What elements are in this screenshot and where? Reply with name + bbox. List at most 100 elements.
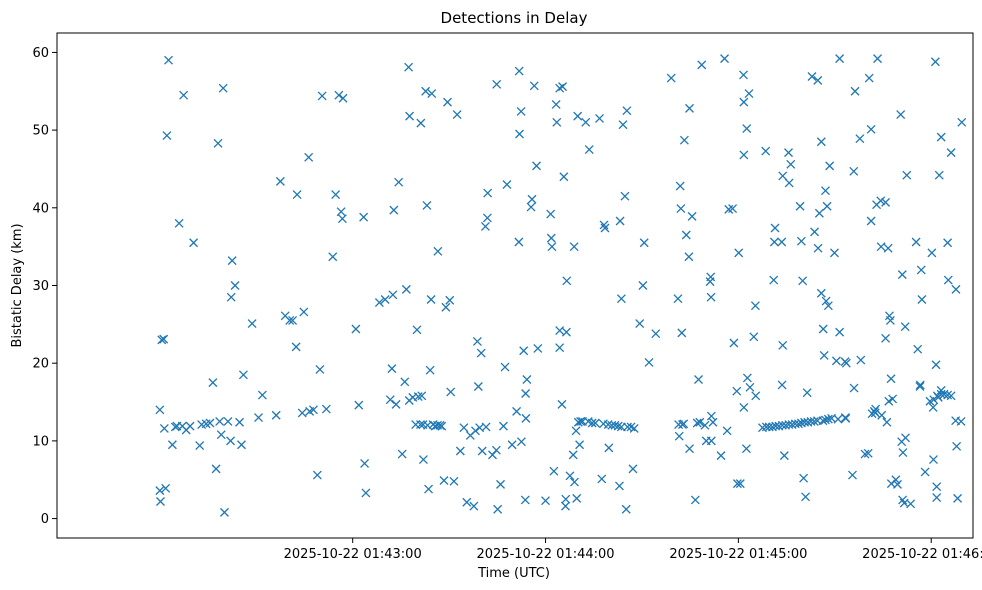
detection-point (784, 148, 793, 158)
detection-point (157, 335, 167, 345)
detection-point (394, 177, 404, 187)
detection-point (915, 382, 925, 391)
detection-point (706, 436, 716, 446)
detection-point (679, 419, 689, 429)
detection-point (822, 201, 832, 211)
detection-point (953, 493, 963, 503)
detection-point (866, 124, 876, 134)
detection-point (235, 417, 245, 427)
x-tick-label: 2025-10-22 01:43:00 (284, 547, 422, 562)
detection-point (946, 148, 956, 158)
detection-point (882, 417, 892, 427)
detection-point (413, 392, 423, 402)
detection-point (575, 440, 585, 450)
detection-point (629, 423, 639, 433)
detection-point (416, 118, 426, 128)
chart-title: Detections in Delay (441, 9, 588, 27)
detection-point (929, 455, 938, 464)
detection-point (777, 380, 787, 390)
detection-point (559, 172, 569, 182)
detection-point (569, 242, 579, 252)
detection-point (928, 403, 938, 412)
detection-point (742, 373, 752, 383)
detection-point (818, 324, 828, 334)
detection-point (492, 79, 502, 89)
detection-point (799, 473, 809, 483)
detection-point (778, 171, 788, 181)
detection-point (334, 90, 344, 100)
detection-point (581, 117, 591, 127)
detection-point (729, 338, 739, 348)
y-axis-label: Bistatic Delay (km) (10, 223, 25, 347)
detection-point (526, 202, 536, 212)
detection-point (876, 242, 886, 252)
detection-point (795, 201, 805, 211)
detection-point (159, 334, 169, 344)
detection-point (317, 91, 327, 101)
detection-point (155, 486, 165, 496)
detection-point (833, 414, 843, 424)
detection-point (911, 237, 921, 247)
detection-point (694, 375, 703, 384)
detection-point (167, 440, 177, 450)
detection-point (675, 181, 685, 191)
detection-point (695, 417, 705, 427)
detection-point (886, 374, 896, 384)
detection-point (819, 350, 829, 360)
detection-point (674, 431, 684, 441)
detection-point (939, 389, 949, 399)
detection-point (744, 89, 754, 99)
detection-point (943, 238, 953, 248)
detection-point (337, 214, 347, 224)
detection-point (155, 405, 165, 415)
detection-point (496, 479, 505, 489)
detection-point (850, 86, 860, 96)
detection-point (943, 275, 953, 285)
detection-point (401, 284, 411, 294)
detection-point (681, 230, 691, 240)
detection-point (638, 281, 648, 290)
detection-point (291, 342, 301, 352)
detection-point (934, 170, 944, 180)
detection-point (957, 117, 967, 127)
detection-point (614, 481, 624, 491)
detection-point (443, 97, 452, 107)
detection-point (551, 100, 561, 109)
detection-point (587, 418, 597, 428)
detection-point (257, 390, 267, 400)
detection-point (728, 204, 738, 214)
detection-point (927, 248, 937, 258)
detection-point (226, 292, 236, 302)
detection-point (491, 445, 501, 455)
detection-point (336, 207, 346, 217)
detection-point (570, 477, 579, 487)
detection-point (216, 430, 226, 440)
detection-point (849, 383, 859, 393)
detection-point (590, 418, 600, 428)
detection-point (915, 380, 925, 390)
detection-point (604, 443, 614, 453)
detection-point (321, 404, 331, 414)
detection-point (684, 252, 694, 262)
detection-point (920, 467, 930, 477)
detection-point (883, 243, 893, 253)
x-tick-label: 2025-10-22 01:44:00 (476, 547, 614, 562)
detection-point (679, 135, 689, 145)
detection-point (561, 494, 571, 504)
detection-point (769, 275, 779, 285)
detection-point (304, 152, 314, 162)
detection-point (677, 328, 687, 338)
detection-point (623, 422, 632, 432)
detection-point (898, 448, 908, 457)
detection-point (223, 417, 233, 426)
x-tick-label: 2025-10-22 01:46:00 (862, 547, 982, 562)
detection-point (359, 212, 369, 222)
detection-point (351, 324, 361, 334)
detection-point (597, 474, 607, 484)
detection-point (825, 161, 835, 171)
detection-point (565, 471, 575, 481)
detection-point (706, 292, 716, 302)
detection-point (635, 319, 645, 329)
detection-point (387, 364, 397, 374)
detection-point (354, 400, 364, 410)
